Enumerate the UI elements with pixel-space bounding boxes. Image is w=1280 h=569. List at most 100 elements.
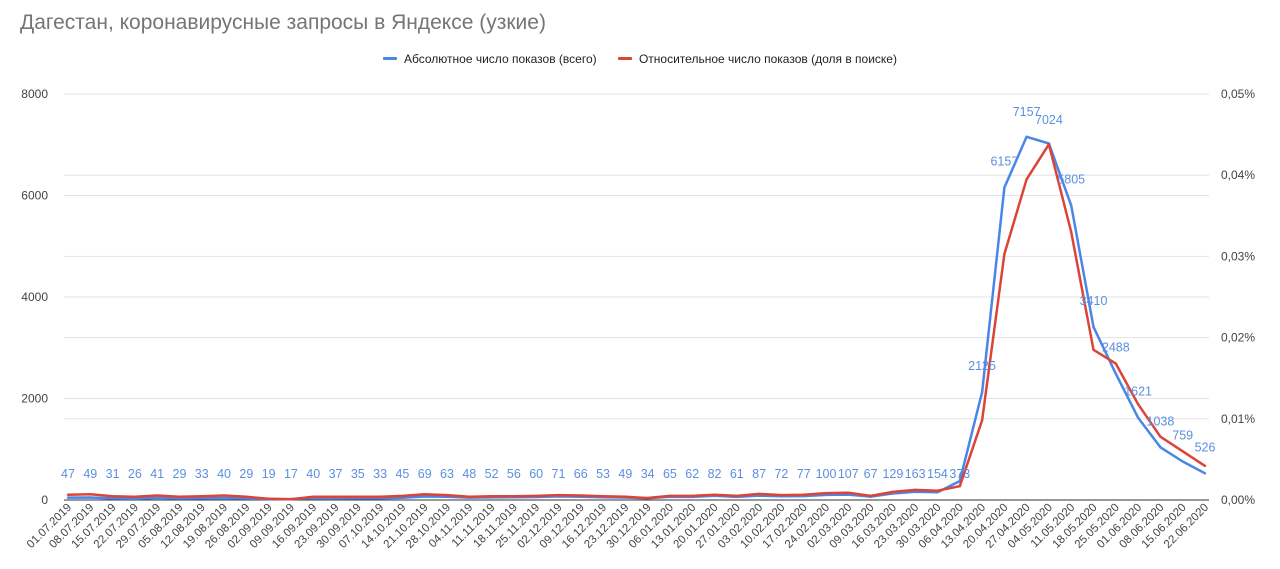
y-left-tick-label: 6000 [21,189,48,203]
data-label: 71 [552,467,566,481]
data-label: 82 [708,467,722,481]
data-point-relative [512,495,516,498]
data-point-relative [579,494,582,497]
data-label: 62 [685,467,699,481]
data-point-relative [1047,143,1051,146]
data-point-relative [980,419,984,422]
data-point-relative [155,494,159,497]
data-point-relative [245,495,248,498]
data-label: 19 [262,467,276,481]
data-label: 40 [306,467,320,481]
data-label: 37 [329,467,343,481]
legend-swatch-absolute [383,57,398,61]
data-label: 31 [106,467,120,481]
legend-item-relative[interactable]: Относительное число показов (доля в поис… [617,52,897,66]
data-point-relative [869,494,872,498]
data-label: 33 [373,467,387,481]
data-point-relative [423,493,426,496]
data-point-absolute [66,496,70,499]
data-label: 69 [418,467,432,481]
data-label: 100 [816,467,837,481]
data-point-absolute [423,495,426,498]
data-label: 41 [150,467,164,481]
data-point-absolute [200,497,203,500]
data-label: 373 [949,467,970,481]
data-point-relative [847,491,850,494]
data-point-relative [1070,230,1073,234]
data-point-relative [557,493,560,497]
data-point-relative [1181,450,1184,453]
data-label: 48 [462,467,476,481]
legend-label-relative: Относительное число показов (доля в поис… [638,52,897,66]
data-label: 67 [864,467,878,481]
data-label: 129 [882,467,903,481]
data-point-absolute [155,496,159,500]
data-label: 66 [574,467,588,481]
y-right-tick-label: 0,04% [1221,168,1255,182]
data-label: 34 [641,467,655,481]
data-label: 163 [905,467,926,481]
data-point-relative [222,494,226,497]
data-point-relative [534,494,538,498]
data-point-relative [178,495,181,498]
data-label: 1038 [1147,414,1175,428]
data-point-relative [936,489,939,492]
data-label: 7157 [1013,105,1041,119]
data-point-absolute [1092,325,1095,329]
data-label: 26 [128,467,142,481]
data-point-relative [757,492,761,496]
data-point-relative [334,495,337,498]
data-label: 35 [351,467,365,481]
y-left-tick-label: 8000 [21,87,48,101]
data-point-absolute [1025,135,1028,138]
chart-title: Дагестан, коронавирусные запросы в Яндек… [20,11,546,34]
data-label: 29 [173,467,187,481]
y-right-tick-label: 0,02% [1221,331,1255,345]
data-point-relative [1092,348,1095,351]
data-label: 3410 [1080,294,1108,308]
data-label: 65 [663,467,677,481]
y-left-tick-label: 2000 [21,392,48,406]
series-line-absolute [67,135,1206,501]
data-point-absolute [1003,186,1006,189]
data-point-relative [356,495,360,498]
data-label: 45 [395,467,409,481]
data-label: 2125 [968,359,996,373]
data-point-relative [802,493,805,496]
y-right-tick-label: 0,03% [1221,249,1255,263]
y-left-tick-label: 0 [41,493,48,507]
data-point-relative [601,495,605,498]
data-label: 7024 [1035,113,1063,127]
legend-item-absolute[interactable]: Абсолютное число показов (всего) [383,52,597,66]
data-point-relative [468,495,471,498]
data-point-absolute [133,497,137,500]
data-label: 1621 [1124,385,1152,399]
data-point-relative [490,495,493,498]
data-point-relative [1159,435,1162,438]
data-label: 107 [838,467,859,481]
data-point-absolute [980,390,984,394]
data-point-relative [624,495,627,498]
data-label: 759 [1172,428,1193,442]
data-point-relative [1203,464,1207,468]
data-point-relative [89,493,92,496]
data-label: 63 [440,467,454,481]
data-point-absolute [222,496,226,500]
data-label: 29 [239,467,253,481]
data-point-absolute [1070,204,1073,207]
data-point-relative [1003,252,1006,256]
data-point-relative [111,495,114,498]
data-label: 53 [596,467,610,481]
data-point-relative [824,491,828,495]
data-label: 52 [485,467,499,481]
data-point-relative [713,493,716,496]
data-point-relative [445,493,449,497]
data-label: 72 [774,467,788,481]
data-label: 56 [507,467,521,481]
data-label: 17 [284,467,298,481]
data-label: 33 [195,467,209,481]
data-point-relative [200,495,203,498]
data-label: 49 [618,467,632,481]
data-point-relative [735,494,739,498]
series-line-relative [67,143,1206,501]
